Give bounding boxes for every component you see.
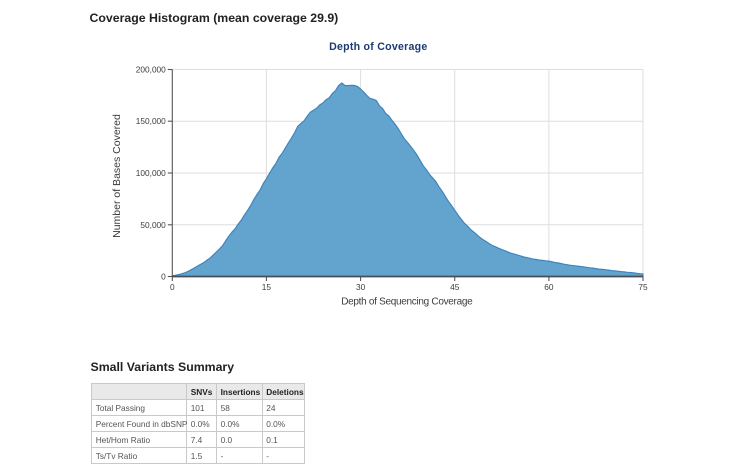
svg-text:50,000: 50,000 — [140, 220, 166, 230]
svg-text:0: 0 — [161, 272, 166, 282]
svg-text:45: 45 — [450, 282, 460, 292]
svg-text:30: 30 — [356, 282, 366, 292]
svg-text:150,000: 150,000 — [136, 116, 166, 126]
svg-text:0: 0 — [170, 282, 175, 292]
svg-text:Depth of Coverage: Depth of Coverage — [329, 41, 427, 53]
svg-text:75: 75 — [638, 282, 648, 292]
svg-text:200,000: 200,000 — [136, 65, 166, 75]
svg-text:Depth of Sequencing Coverage: Depth of Sequencing Coverage — [341, 296, 473, 307]
svg-text:100,000: 100,000 — [136, 168, 166, 178]
svg-text:15: 15 — [262, 282, 272, 292]
svg-text:60: 60 — [544, 282, 554, 292]
svg-text:Number of Bases Covered: Number of Bases Covered — [111, 114, 123, 238]
